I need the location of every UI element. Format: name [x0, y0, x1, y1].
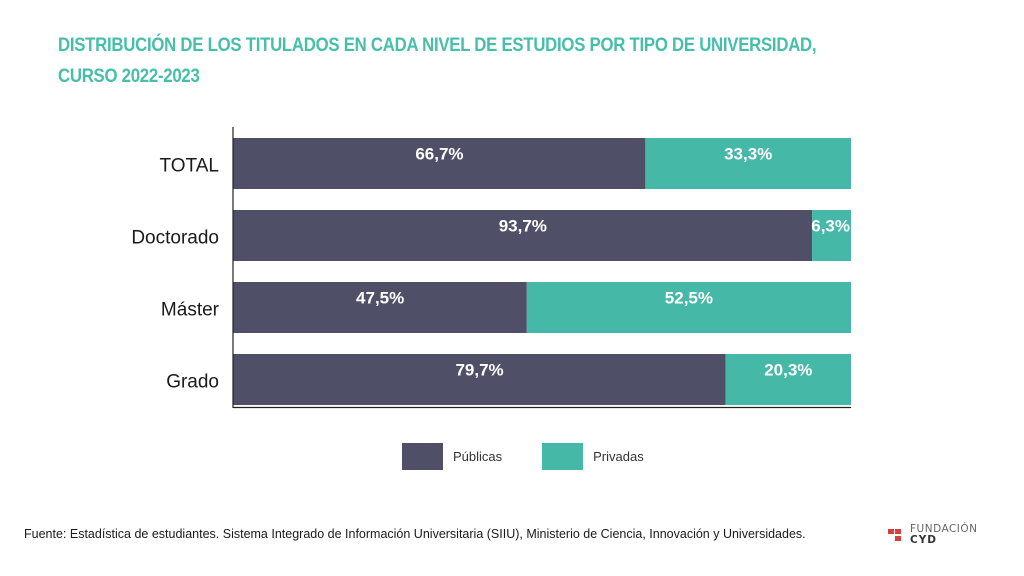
chart-title: DISTRIBUCIÓN DE LOS TITULADOS EN CADA NI…	[58, 30, 832, 92]
value-label-grado-privadas: 20,3%	[764, 361, 812, 380]
bar-total-publicas	[233, 138, 646, 189]
logo-text-line-1: FUNDACIÓN	[910, 523, 978, 535]
category-labels: TOTAL Doctorado Máster Grado	[131, 156, 219, 393]
fundacion-cyd-logo: FUNDACIÓN CYD	[888, 524, 978, 546]
value-labels: 66,7% 33,3% 93,7% 6,3% 47,5% 52,5% 79,7% 20,3%	[356, 145, 850, 380]
bar-doctorado-publicas	[233, 210, 813, 261]
legend: Públicas Privadas	[402, 443, 684, 470]
value-label-master-publicas: 47,5%	[356, 289, 404, 308]
bar-grado-privadas	[725, 354, 851, 405]
legend-swatch-privadas	[542, 443, 584, 470]
value-label-total-publicas: 66,7%	[415, 145, 463, 164]
legend-item-publicas: Públicas	[402, 443, 502, 470]
logo-squares-icon	[888, 528, 904, 542]
legend-item-privadas: Privadas	[542, 443, 644, 470]
chart-title-line-1: DISTRIBUCIÓN DE LOS TITULADOS EN CADA NI…	[58, 34, 817, 56]
bar-doctorado-privadas	[812, 210, 851, 261]
category-label-grado: Grado	[166, 372, 219, 393]
value-label-doctorado-publicas: 93,7%	[499, 217, 547, 236]
category-label-master: Máster	[161, 300, 220, 321]
bar-total-privadas	[645, 138, 851, 189]
chart-title-line-2: CURSO 2022-2023	[58, 65, 200, 87]
bar-grado-publicas	[233, 354, 726, 405]
legend-swatch-publicas	[402, 443, 443, 470]
bar-master-publicas	[233, 282, 527, 333]
value-label-grado-publicas: 79,7%	[455, 361, 503, 380]
legend-label-publicas: Públicas	[453, 449, 503, 464]
bars-group	[233, 138, 851, 405]
category-label-doctorado: Doctorado	[131, 228, 219, 249]
value-label-master-privadas: 52,5%	[665, 289, 713, 308]
value-label-doctorado-privadas: 6,3%	[811, 217, 850, 236]
category-label-total: TOTAL	[160, 156, 219, 177]
logo-text-line-2: CYD	[910, 534, 938, 546]
bar-master-privadas	[526, 282, 851, 333]
source-note: Fuente: Estadística de estudiantes. Sist…	[24, 527, 806, 541]
value-label-total-privadas: 33,3%	[724, 145, 772, 164]
legend-label-privadas: Privadas	[593, 449, 644, 464]
